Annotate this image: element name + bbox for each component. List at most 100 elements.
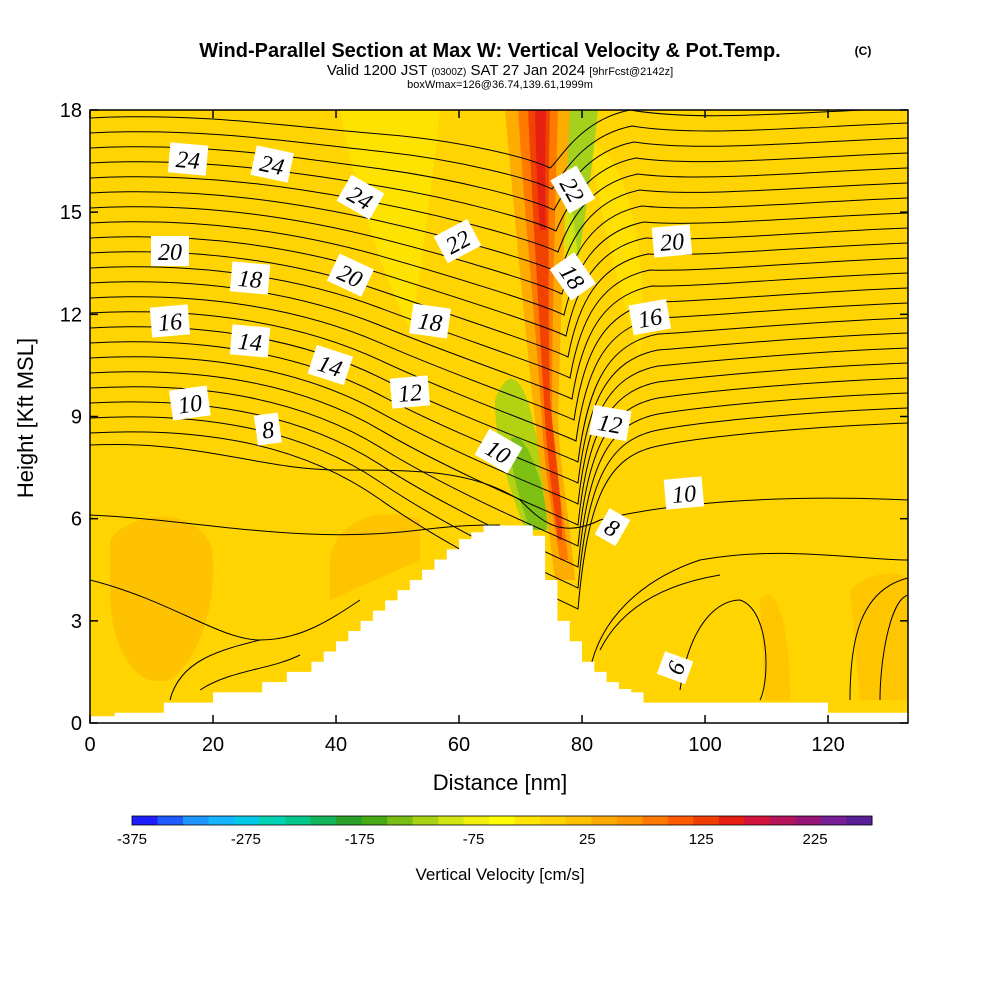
colorbar-swatch [310, 816, 337, 825]
x-tick-label: 0 [84, 734, 95, 756]
w-patch-left-low [110, 516, 214, 682]
contour-label: 14 [229, 324, 271, 358]
colorbar-swatch [591, 816, 618, 825]
svg-text:12: 12 [596, 410, 624, 440]
svg-text:16: 16 [636, 304, 664, 334]
theta-contour-line [90, 332, 908, 484]
x-axis-label: Distance [nm] [433, 770, 568, 795]
colorbar-swatch [361, 816, 388, 825]
w-patch-mid-low [330, 514, 420, 600]
contour-label: 20 [151, 236, 189, 266]
svg-text:8: 8 [260, 417, 276, 444]
theta-contour-line [90, 362, 908, 526]
contour-label: 20 [651, 224, 693, 258]
contour-label: 12 [588, 404, 632, 442]
svg-text:14: 14 [237, 329, 263, 357]
theta-contour-line [90, 579, 361, 641]
theta-contour-line [90, 257, 908, 379]
contour-label: 18 [229, 261, 271, 295]
colorbar-swatch [744, 816, 771, 825]
contour-label: 10 [663, 476, 705, 510]
theta-contour-line [90, 227, 908, 337]
colorbar-swatch [157, 816, 184, 825]
w-patch-right-1 [590, 140, 643, 360]
contour-label: 22 [550, 165, 596, 214]
theta-contour-line [90, 317, 908, 463]
colorbar-tick-label: -275 [231, 831, 261, 848]
colorbar-swatch [769, 816, 796, 825]
theta-contour-line [199, 654, 301, 691]
colorbar-swatch [412, 816, 439, 825]
contour-label: 24 [336, 174, 385, 220]
colorbar-tick-label: 25 [579, 831, 596, 848]
colorbar-swatch [616, 816, 643, 825]
x-tick-label: 80 [571, 734, 593, 756]
colorbar-tick-label: 225 [803, 831, 828, 848]
contour-label: 8 [594, 508, 631, 547]
theta-contour-line [90, 514, 501, 536]
svg-text:10: 10 [671, 481, 697, 509]
y-tick-label: 6 [71, 509, 82, 531]
y-tick-label: 9 [71, 407, 82, 429]
theta-contour-line [90, 212, 908, 316]
x-tick-label: 40 [325, 734, 347, 756]
colorbar-swatch [795, 816, 822, 825]
y-tick-label: 12 [60, 304, 82, 326]
x-tick-label: 100 [688, 734, 721, 756]
w-patch-mid-right [760, 594, 790, 700]
colorbar-swatch [514, 816, 541, 825]
svg-text:18: 18 [237, 266, 263, 294]
chart-title: Wind-Parallel Section at Max W: Vertical… [199, 40, 780, 62]
y-tick-label: 3 [71, 611, 82, 633]
terrain [90, 525, 908, 723]
contour-label: 24 [250, 145, 294, 183]
w-patch-far-right [850, 573, 908, 700]
colorbar-swatch [463, 816, 490, 825]
svg-text:10: 10 [176, 390, 203, 419]
colorbar-swatch [718, 816, 745, 825]
w-updraft-peak [535, 110, 546, 230]
theta-contour-line [90, 110, 873, 169]
theta-contour-line [599, 574, 721, 651]
colorbar-swatch [132, 816, 159, 825]
colorbar-swatch [565, 816, 592, 825]
svg-text:24: 24 [175, 147, 201, 175]
colorbar-swatch [183, 816, 210, 825]
contour-label: 12 [389, 375, 431, 409]
colorbar-tick-label: -175 [345, 831, 375, 848]
contour-label: 20 [326, 253, 374, 297]
y-axis-label: Height [Kft MSL] [13, 338, 38, 498]
svg-text:24: 24 [257, 151, 286, 181]
x-axis: 0 20 40 60 80 100 120 [84, 110, 845, 756]
theta-contour-line [90, 302, 908, 442]
colorbar-swatch [438, 816, 465, 825]
theta-contour-line [90, 197, 908, 295]
theta-contour-line [90, 122, 908, 190]
contour-label: 18 [409, 303, 452, 339]
colorbar-swatch [336, 816, 363, 825]
box-info: boxWmax=126@36.74,139.61,1999m [407, 79, 593, 91]
valid-time-line: Valid 1200 JST (0300Z) SAT 27 Jan 2024 [… [327, 62, 673, 79]
colorbar-swatch [820, 816, 847, 825]
theta-contour-line [679, 599, 767, 701]
colorbar-tick-label: -75 [463, 831, 485, 848]
colorbar-swatch [540, 816, 567, 825]
colorbar-frame [131, 815, 873, 826]
contour-label: 8 [253, 412, 282, 446]
theta-contour-line [879, 594, 908, 701]
colorbar-swatch [208, 816, 235, 825]
contour-label: 16 [628, 298, 672, 336]
theta-contour-line [90, 347, 908, 505]
colorbar: -375 -275 -175 -75 25 125 225 [117, 815, 873, 848]
colorbar-tick-label: 125 [689, 831, 714, 848]
theta-contour-line [90, 287, 908, 421]
y-tick-label: 18 [60, 100, 82, 122]
theta-contour-line [90, 272, 908, 400]
w-updraft-core [528, 110, 562, 540]
svg-text:16: 16 [157, 309, 183, 337]
colorbar-swatch [667, 816, 694, 825]
svg-text:18: 18 [416, 308, 443, 337]
